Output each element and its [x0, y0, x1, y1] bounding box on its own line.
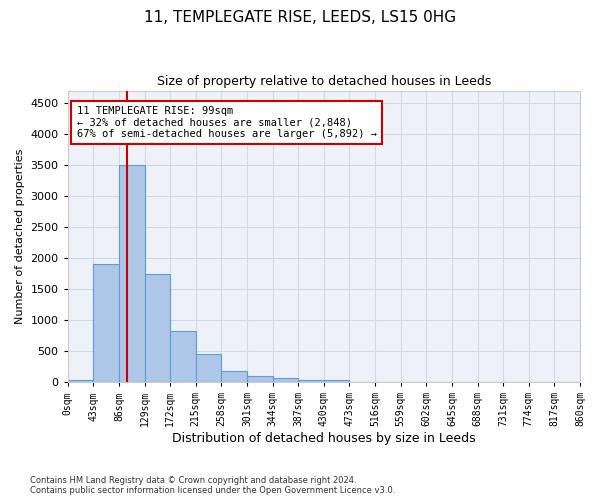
Text: 11 TEMPLEGATE RISE: 99sqm
← 32% of detached houses are smaller (2,848)
67% of se: 11 TEMPLEGATE RISE: 99sqm ← 32% of detac…	[77, 106, 377, 140]
Bar	[196, 354, 221, 382]
Bar	[221, 372, 247, 382]
Bar	[119, 165, 145, 382]
Bar	[94, 264, 119, 382]
Bar	[324, 380, 349, 382]
Bar	[247, 376, 272, 382]
X-axis label: Distribution of detached houses by size in Leeds: Distribution of detached houses by size …	[172, 432, 476, 445]
Bar	[298, 380, 324, 382]
Bar	[170, 330, 196, 382]
Text: Contains HM Land Registry data © Crown copyright and database right 2024.
Contai: Contains HM Land Registry data © Crown c…	[30, 476, 395, 495]
Title: Size of property relative to detached houses in Leeds: Size of property relative to detached ho…	[157, 75, 491, 88]
Bar	[145, 274, 170, 382]
Text: 11, TEMPLEGATE RISE, LEEDS, LS15 0HG: 11, TEMPLEGATE RISE, LEEDS, LS15 0HG	[144, 10, 456, 25]
Bar	[68, 380, 94, 382]
Y-axis label: Number of detached properties: Number of detached properties	[15, 148, 25, 324]
Bar	[272, 378, 298, 382]
